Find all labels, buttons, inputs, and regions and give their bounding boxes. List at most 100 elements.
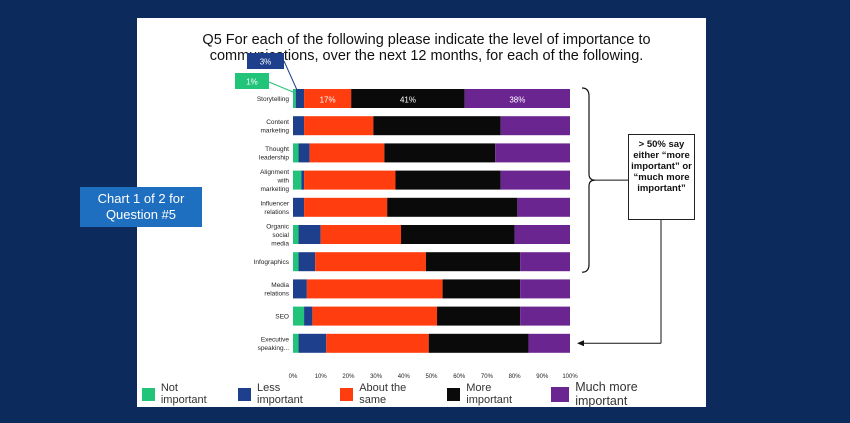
x-tick-label: 80% — [509, 374, 522, 380]
bar-segment — [520, 279, 570, 299]
stacked-bar-chart: Storytelling Content marketing Thought leade… — [235, 53, 662, 380]
bar-segment — [304, 306, 313, 326]
bar-segment — [514, 225, 570, 244]
bar-segment — [315, 252, 426, 272]
category-label: SEO — [275, 314, 289, 321]
legend-label: About the same — [359, 382, 407, 406]
bar-segment — [293, 225, 299, 244]
category-label: Organic social media — [266, 224, 290, 248]
data-label: 38% — [509, 96, 525, 105]
data-label: 17% — [320, 96, 336, 105]
bar-segment — [306, 279, 443, 299]
x-tick-label: 60% — [453, 374, 466, 380]
category-label: Storytelling — [257, 96, 290, 103]
bar-segment — [293, 279, 307, 299]
bar-segment — [495, 143, 570, 163]
x-tick-label: 30% — [370, 374, 383, 380]
x-tick-label: 90% — [536, 374, 549, 380]
legend-item-not-important: Not important — [142, 382, 226, 406]
legend-item-about-the-same: About the same — [340, 382, 435, 406]
bar-segment — [312, 306, 438, 326]
arrow-head — [577, 340, 584, 347]
category-label: Content marketing — [260, 119, 289, 135]
bar-segment — [293, 170, 302, 190]
annotation-label-less-important: 3% — [260, 58, 272, 67]
bar-segment — [295, 89, 305, 108]
legend-swatch — [447, 387, 461, 401]
legend-swatch — [551, 386, 570, 402]
x-tick-label: 40% — [398, 374, 411, 380]
category-label: Media relations — [264, 282, 289, 298]
category-label: Thought leadership — [259, 146, 289, 162]
annotation-arrow — [283, 60, 298, 91]
bar-segment — [320, 225, 402, 244]
bar-segment — [395, 170, 501, 190]
bar-segment — [517, 197, 570, 217]
bar-segment — [428, 333, 529, 353]
x-tick-label: 20% — [342, 374, 355, 380]
chart-legend: Not important Less important About the s… — [142, 380, 704, 408]
legend-item-more-important: More important — [447, 382, 539, 406]
annotation-box-not-important — [235, 73, 269, 89]
bar-segment — [293, 333, 299, 353]
bar-segment — [298, 143, 310, 163]
chart-title: Q5 For each of the following please indi… — [202, 32, 651, 64]
legend-item-much-more-important: Much more important — [551, 380, 692, 408]
annotation-box-less-important — [247, 53, 284, 69]
x-tick-label: 10% — [315, 374, 328, 380]
bar-segment — [401, 225, 515, 244]
bar-segment — [298, 225, 321, 244]
bar-segment — [293, 306, 305, 326]
bar-segment — [293, 116, 305, 136]
bar-segment — [293, 143, 299, 163]
legend-label: Less important — [257, 382, 303, 406]
annotation-label-not-important: 1% — [246, 78, 258, 87]
legend-swatch — [142, 387, 155, 401]
x-tick-label: 70% — [481, 374, 494, 380]
legend-swatch — [340, 387, 354, 401]
category-label: Infographics — [254, 259, 290, 266]
bar-segment — [425, 252, 521, 272]
legend-label: More important — [466, 382, 513, 406]
legend-swatch — [238, 387, 251, 401]
bar-segment — [442, 279, 521, 299]
legend-label: Much more important — [575, 380, 638, 408]
legend-label: Not important — [160, 382, 207, 406]
bar-segment — [304, 197, 388, 217]
x-tick-label: 0% — [289, 374, 298, 380]
bar-segment — [351, 89, 465, 108]
bar-segment — [387, 197, 518, 217]
bar-segment — [304, 170, 396, 190]
bar-segment — [293, 252, 299, 272]
bar-segment — [528, 333, 570, 353]
data-label: 41% — [400, 96, 416, 105]
bar-segment — [500, 116, 570, 136]
bar-segment — [304, 89, 352, 108]
bracket — [581, 87, 596, 273]
bar-segment — [293, 89, 296, 108]
bar-segment — [298, 252, 316, 272]
legend-item-less-important: Less important — [238, 382, 328, 406]
x-tick-label: 50% — [425, 374, 438, 380]
bar-segment — [304, 116, 374, 136]
note-box: > 50% say either “more important” or “mu… — [628, 134, 695, 220]
bar-segment — [520, 306, 570, 326]
bar-segment — [309, 143, 385, 163]
x-tick-label: 100% — [562, 374, 578, 380]
bar-segment — [326, 333, 429, 353]
bar-segment — [301, 170, 305, 190]
bar-segment — [520, 252, 570, 272]
chart-callout: Chart 1 of 2 for Question #5 — [80, 187, 202, 227]
bar-segment — [293, 197, 305, 217]
bar-segment — [437, 306, 521, 326]
bar-segment — [464, 89, 570, 108]
bar-segment — [384, 143, 496, 163]
bar-segment — [500, 170, 570, 190]
bar-segment — [373, 116, 501, 136]
category-label: Alignment with marketing — [260, 169, 289, 193]
annotation-arrow — [268, 81, 294, 93]
category-label: Executive speaking... — [258, 337, 290, 353]
bar-segment — [298, 333, 327, 353]
chart-slide: Q5 For each of the following please indi… — [137, 18, 706, 407]
category-label: Influencer relations — [260, 201, 289, 217]
